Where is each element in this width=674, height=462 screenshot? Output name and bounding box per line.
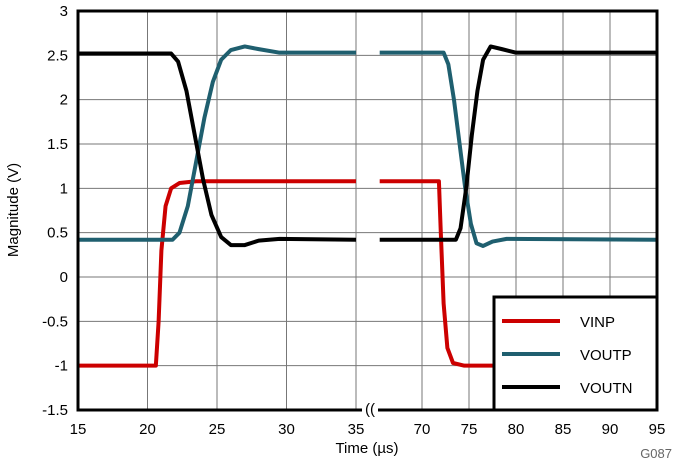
series-line-vinp bbox=[379, 179, 657, 368]
x-tick-label: 85 bbox=[555, 421, 572, 438]
y-tick-label: 1.5 bbox=[47, 136, 68, 153]
figure-id: G087 bbox=[640, 446, 672, 461]
x-tick-label: 25 bbox=[209, 421, 226, 438]
x-tick-label: 80 bbox=[508, 421, 525, 438]
x-tick-label: 35 bbox=[348, 421, 365, 438]
axis-break-icon: (( bbox=[365, 401, 375, 418]
x-tick-label: 70 bbox=[414, 421, 431, 438]
y-tick-label: -0.5 bbox=[42, 313, 68, 330]
y-tick-label: 1 bbox=[60, 180, 68, 197]
x-tick-label: 30 bbox=[278, 421, 295, 438]
legend-label-voutp: VOUTP bbox=[580, 347, 632, 364]
y-tick-label: 0 bbox=[60, 269, 68, 286]
series-line-voutn bbox=[379, 44, 657, 242]
legend: VINP VOUTP VOUTN bbox=[492, 295, 659, 412]
y-tick-label: -1.5 bbox=[42, 402, 68, 419]
series-line-voutp bbox=[379, 50, 658, 248]
y-tick-label: -1 bbox=[55, 358, 68, 375]
series-line-voutn bbox=[78, 51, 357, 248]
x-axis-label: Time (µs) bbox=[335, 440, 398, 457]
y-tick-label: 3 bbox=[60, 3, 68, 20]
x-tick-label: 15 bbox=[70, 421, 87, 438]
x-tick-label: 75 bbox=[461, 421, 478, 438]
legend-label-voutn: VOUTN bbox=[580, 380, 633, 397]
y-tick-label: 2.5 bbox=[47, 47, 68, 64]
axis-break-gap bbox=[362, 408, 378, 412]
series-line-voutp bbox=[78, 44, 356, 242]
x-tick-label: 90 bbox=[602, 421, 619, 438]
legend-label-vinp: VINP bbox=[580, 314, 615, 331]
y-tick-label: 2 bbox=[60, 92, 68, 109]
x-tick-label: 95 bbox=[649, 421, 666, 438]
x-tick-label: 20 bbox=[139, 421, 156, 438]
y-tick-label: 0.5 bbox=[47, 225, 68, 242]
y-axis-label: Magnitude (V) bbox=[5, 163, 22, 257]
